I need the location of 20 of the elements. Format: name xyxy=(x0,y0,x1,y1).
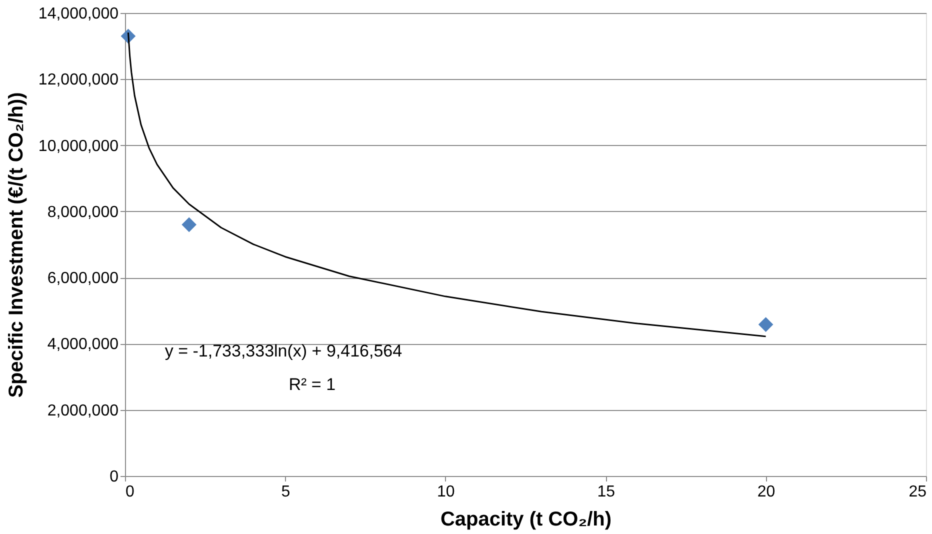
annotation: y = -1,733,333ln(x) + 9,416,564 xyxy=(164,342,402,361)
y-tick-label: 0 xyxy=(110,468,119,486)
y-tick-label: 6,000,000 xyxy=(47,270,119,288)
y-tick-label: 14,000,000 xyxy=(38,6,119,22)
y-tick-label: 4,000,000 xyxy=(47,336,119,354)
y-tick-label: 8,000,000 xyxy=(47,204,119,221)
point xyxy=(758,317,774,332)
x-tick-label: 20 xyxy=(757,484,776,500)
y-tick-label: 12,000,000 xyxy=(38,72,119,89)
x-axis-title: Capacity (t CO₂/h) xyxy=(440,508,612,530)
annotation: R² = 1 xyxy=(288,375,336,394)
y-tick-label: 2,000,000 xyxy=(47,402,119,420)
x-tick-label: 15 xyxy=(597,484,616,500)
x-tick-label: 10 xyxy=(437,484,455,500)
point xyxy=(182,217,196,232)
y-tick-label: 10,000,000 xyxy=(38,138,119,155)
y-axis-title: Specific Investment (€/(t CO₂/h)) xyxy=(5,92,28,398)
x-tick-label: 25 xyxy=(908,484,927,500)
x-tick-label: 5 xyxy=(281,484,290,500)
x-tick-label: 0 xyxy=(126,484,134,500)
